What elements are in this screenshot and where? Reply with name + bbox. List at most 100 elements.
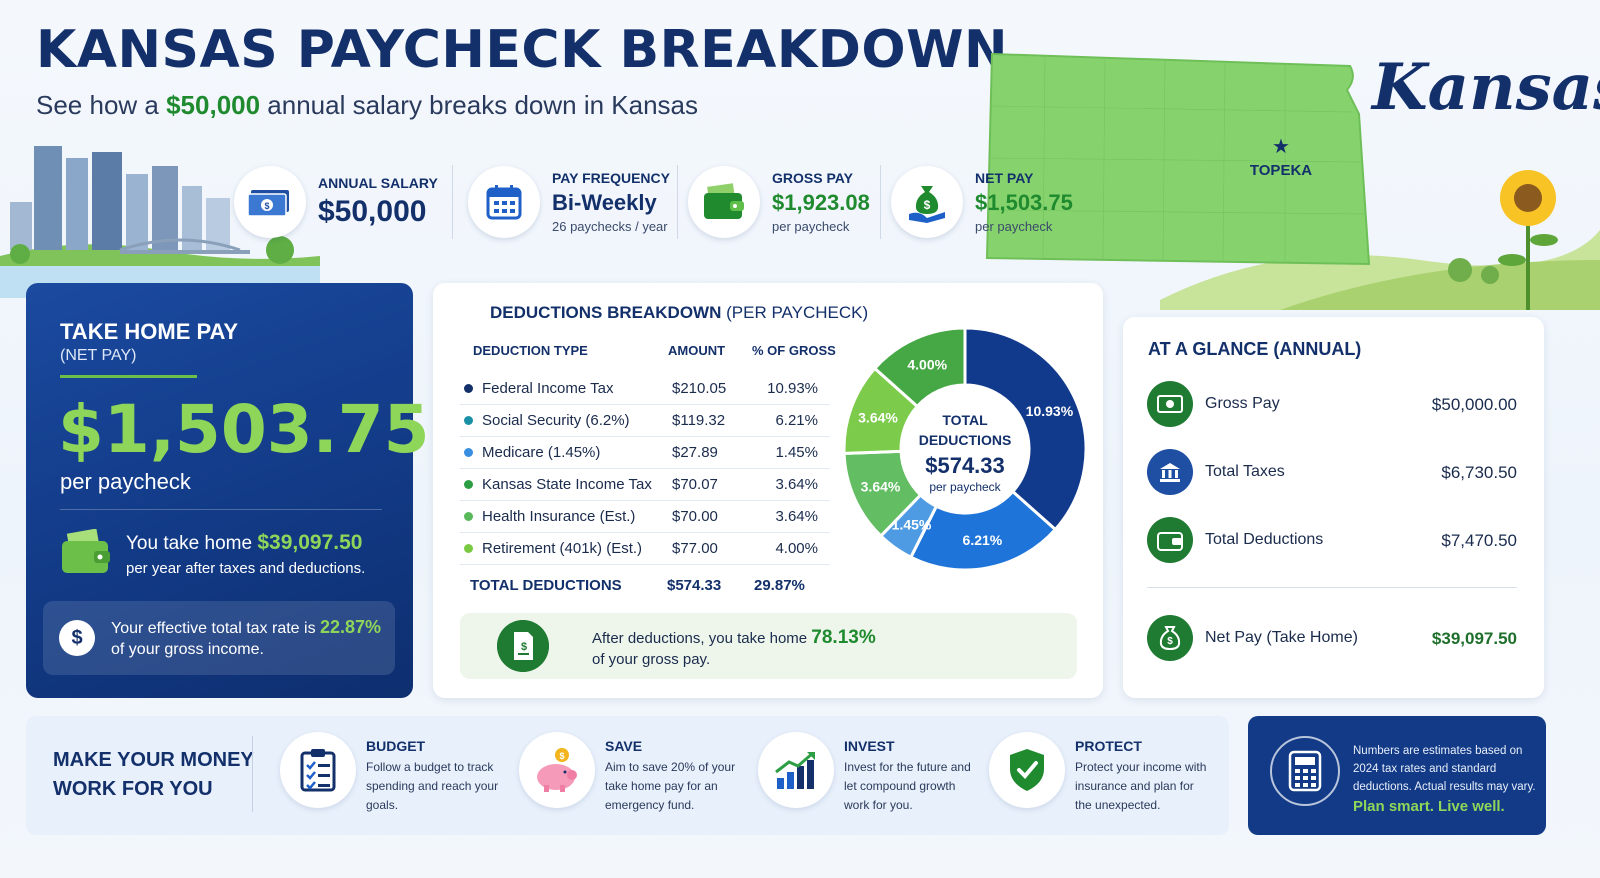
legend-dot (464, 416, 473, 425)
table-row: Federal Income Tax $210.05 10.93% (460, 373, 830, 405)
disclaimer-text: Numbers are estimates based on 2024 tax … (1353, 745, 1536, 793)
donut-slice-label: 3.64% (858, 410, 898, 426)
disclaimer-card: Numbers are estimates based on 2024 tax … (1248, 716, 1546, 835)
stat-label: NET PAY (975, 170, 1034, 186)
take-home-card: TAKE HOME PAY (NET PAY) $1,503.75 per pa… (26, 283, 430, 698)
deduction-amount: $70.07 (672, 476, 718, 493)
donut-center-text: $574.33 (925, 453, 1005, 478)
divider (252, 736, 253, 812)
deduction-amount: $119.32 (672, 412, 726, 429)
glance-row-deductions: Total Deductions $7,470.50 (1147, 517, 1517, 565)
stat-net-pay: $ NET PAY $1,503.75 per paycheck (891, 162, 1073, 242)
deduction-amount: $27.89 (672, 444, 718, 461)
take-home-per: per paycheck (60, 469, 191, 494)
after-deductions-box (460, 613, 1077, 679)
glance-row-taxes: Total Taxes $6,730.50 (1147, 449, 1517, 497)
stat-value: $50,000 (318, 195, 427, 228)
map-city-label: TOPEKA (1250, 162, 1312, 179)
after-deductions-note: of your gross pay. (592, 651, 711, 668)
tip-title: INVEST (844, 738, 895, 754)
stat-divider (880, 165, 881, 239)
deduction-amount: $210.05 (672, 380, 727, 397)
deduction-name: Retirement (401k) (Est.) (482, 540, 643, 557)
glance-row-net: $ Net Pay (Take Home) $39,097.50 (1147, 615, 1517, 663)
glance-value: $50,000.00 (1431, 395, 1517, 414)
legend-dot (464, 544, 473, 553)
stat-sub: 26 paychecks / year (552, 219, 668, 234)
donut-slice (908, 489, 1058, 572)
table-row: Health Insurance (Est.) $70.00 3.64% (460, 501, 830, 533)
deduction-pct: 1.45% (775, 444, 818, 461)
stat-annual-salary: $ ANNUAL SALARY $50,000 (234, 162, 438, 242)
calculator-icon (1270, 736, 1340, 806)
donut-center (903, 387, 1027, 511)
deduction-name: Kansas State Income Tax (482, 476, 652, 493)
stat-divider (452, 165, 453, 239)
stat-gross-pay: GROSS PAY $1,923.08 per paycheck (688, 162, 870, 242)
total-pct: 29.87% (754, 577, 805, 594)
piggy-bank-icon: $ (519, 732, 595, 808)
bank-icon (1147, 449, 1193, 495)
deductions-title: DEDUCTIONS BREAKDOWN (PER PAYCHECK) (490, 303, 869, 322)
wallet-icon (688, 166, 760, 238)
deduction-pct: 3.64% (775, 476, 818, 493)
deduction-name: Federal Income Tax (482, 380, 614, 397)
stat-divider (677, 165, 678, 239)
legend-dot (464, 384, 473, 393)
document-dollar-icon: $ (497, 620, 549, 672)
legend-dot (464, 448, 473, 457)
deduction-pct: 6.21% (775, 412, 818, 429)
tax-rate-box: $ Your effective total tax rate is 22.87… (43, 601, 395, 675)
tip-title: PROTECT (1075, 738, 1142, 754)
stat-value: Bi-Weekly (552, 190, 657, 215)
glance-label: Total Deductions (1205, 531, 1324, 548)
deduction-amount: $77.00 (672, 540, 718, 557)
donut-slice-label: 1.45% (892, 516, 932, 532)
stat-value: $1,923.08 (772, 190, 870, 215)
glance-label: Total Taxes (1205, 463, 1285, 480)
glance-label: Gross Pay (1205, 395, 1280, 412)
svg-text:$: $ (1167, 636, 1173, 647)
stat-value: $1,503.75 (975, 190, 1073, 215)
donut-center-text: per paycheck (929, 480, 1001, 494)
total-label: TOTAL DEDUCTIONS (470, 577, 622, 594)
divider (1147, 587, 1517, 588)
deduction-pct: 4.00% (775, 540, 818, 557)
wallet-icon (62, 529, 110, 573)
tips-footer: MAKE YOUR MONEY WORK FOR YOU BUDGET Follo… (26, 716, 1229, 835)
donut-slice-label: 6.21% (963, 532, 1003, 548)
stat-label: GROSS PAY (772, 170, 853, 186)
deduction-name: Social Security (6.2%) (482, 412, 630, 429)
donut-center-text: DEDUCTIONS (919, 432, 1012, 448)
stat-sub: per paycheck (772, 219, 850, 234)
money-bag-hand-icon: $ (891, 166, 963, 238)
at-a-glance-card: AT A GLANCE (ANNUAL) Gross Pay $50,000.0… (1123, 317, 1544, 698)
kansas-script-title: Kansas (1372, 50, 1600, 125)
kansas-map: ★ TOPEKA (985, 52, 1371, 266)
deduction-name: Health Insurance (Est.) (482, 508, 636, 525)
stat-pay-frequency: PAY FREQUENCY Bi-Weekly 26 paychecks / y… (468, 162, 670, 242)
capital-star-icon: ★ (1272, 134, 1290, 158)
growth-chart-icon (758, 732, 834, 808)
donut-slice-label: 4.00% (907, 357, 947, 373)
deductions-card: DEDUCTIONS BREAKDOWN (PER PAYCHECK) DEDU… (433, 283, 1103, 698)
table-row: Medicare (1.45%) $27.89 1.45% (460, 437, 830, 469)
farm-landscape-illustration (1160, 170, 1600, 310)
tax-rate-text: Your effective total tax rate is 22.87% (111, 617, 382, 637)
take-home-amount: $1,503.75 (58, 391, 430, 468)
divider (60, 509, 382, 510)
stat-label: ANNUAL SALARY (318, 175, 438, 191)
tip-desc: Invest for the future and let compound g… (844, 760, 971, 812)
glance-value: $6,730.50 (1441, 463, 1517, 482)
glance-row-gross: Gross Pay $50,000.00 (1147, 381, 1517, 429)
take-home-year: You take home $39,097.50 (126, 531, 363, 554)
total-amount: $574.33 (667, 577, 722, 594)
legend-dot (464, 512, 473, 521)
stat-sub: per paycheck (975, 219, 1053, 234)
tagline: Plan smart. Live well. (1353, 798, 1505, 815)
col-header-amount: AMOUNT (668, 343, 726, 358)
glance-label: Net Pay (Take Home) (1205, 629, 1358, 646)
after-deductions-text: After deductions, you take home 78.13% (592, 627, 876, 648)
table-row: Social Security (6.2%) $119.32 6.21% (460, 405, 830, 437)
donut-slice (872, 326, 967, 409)
